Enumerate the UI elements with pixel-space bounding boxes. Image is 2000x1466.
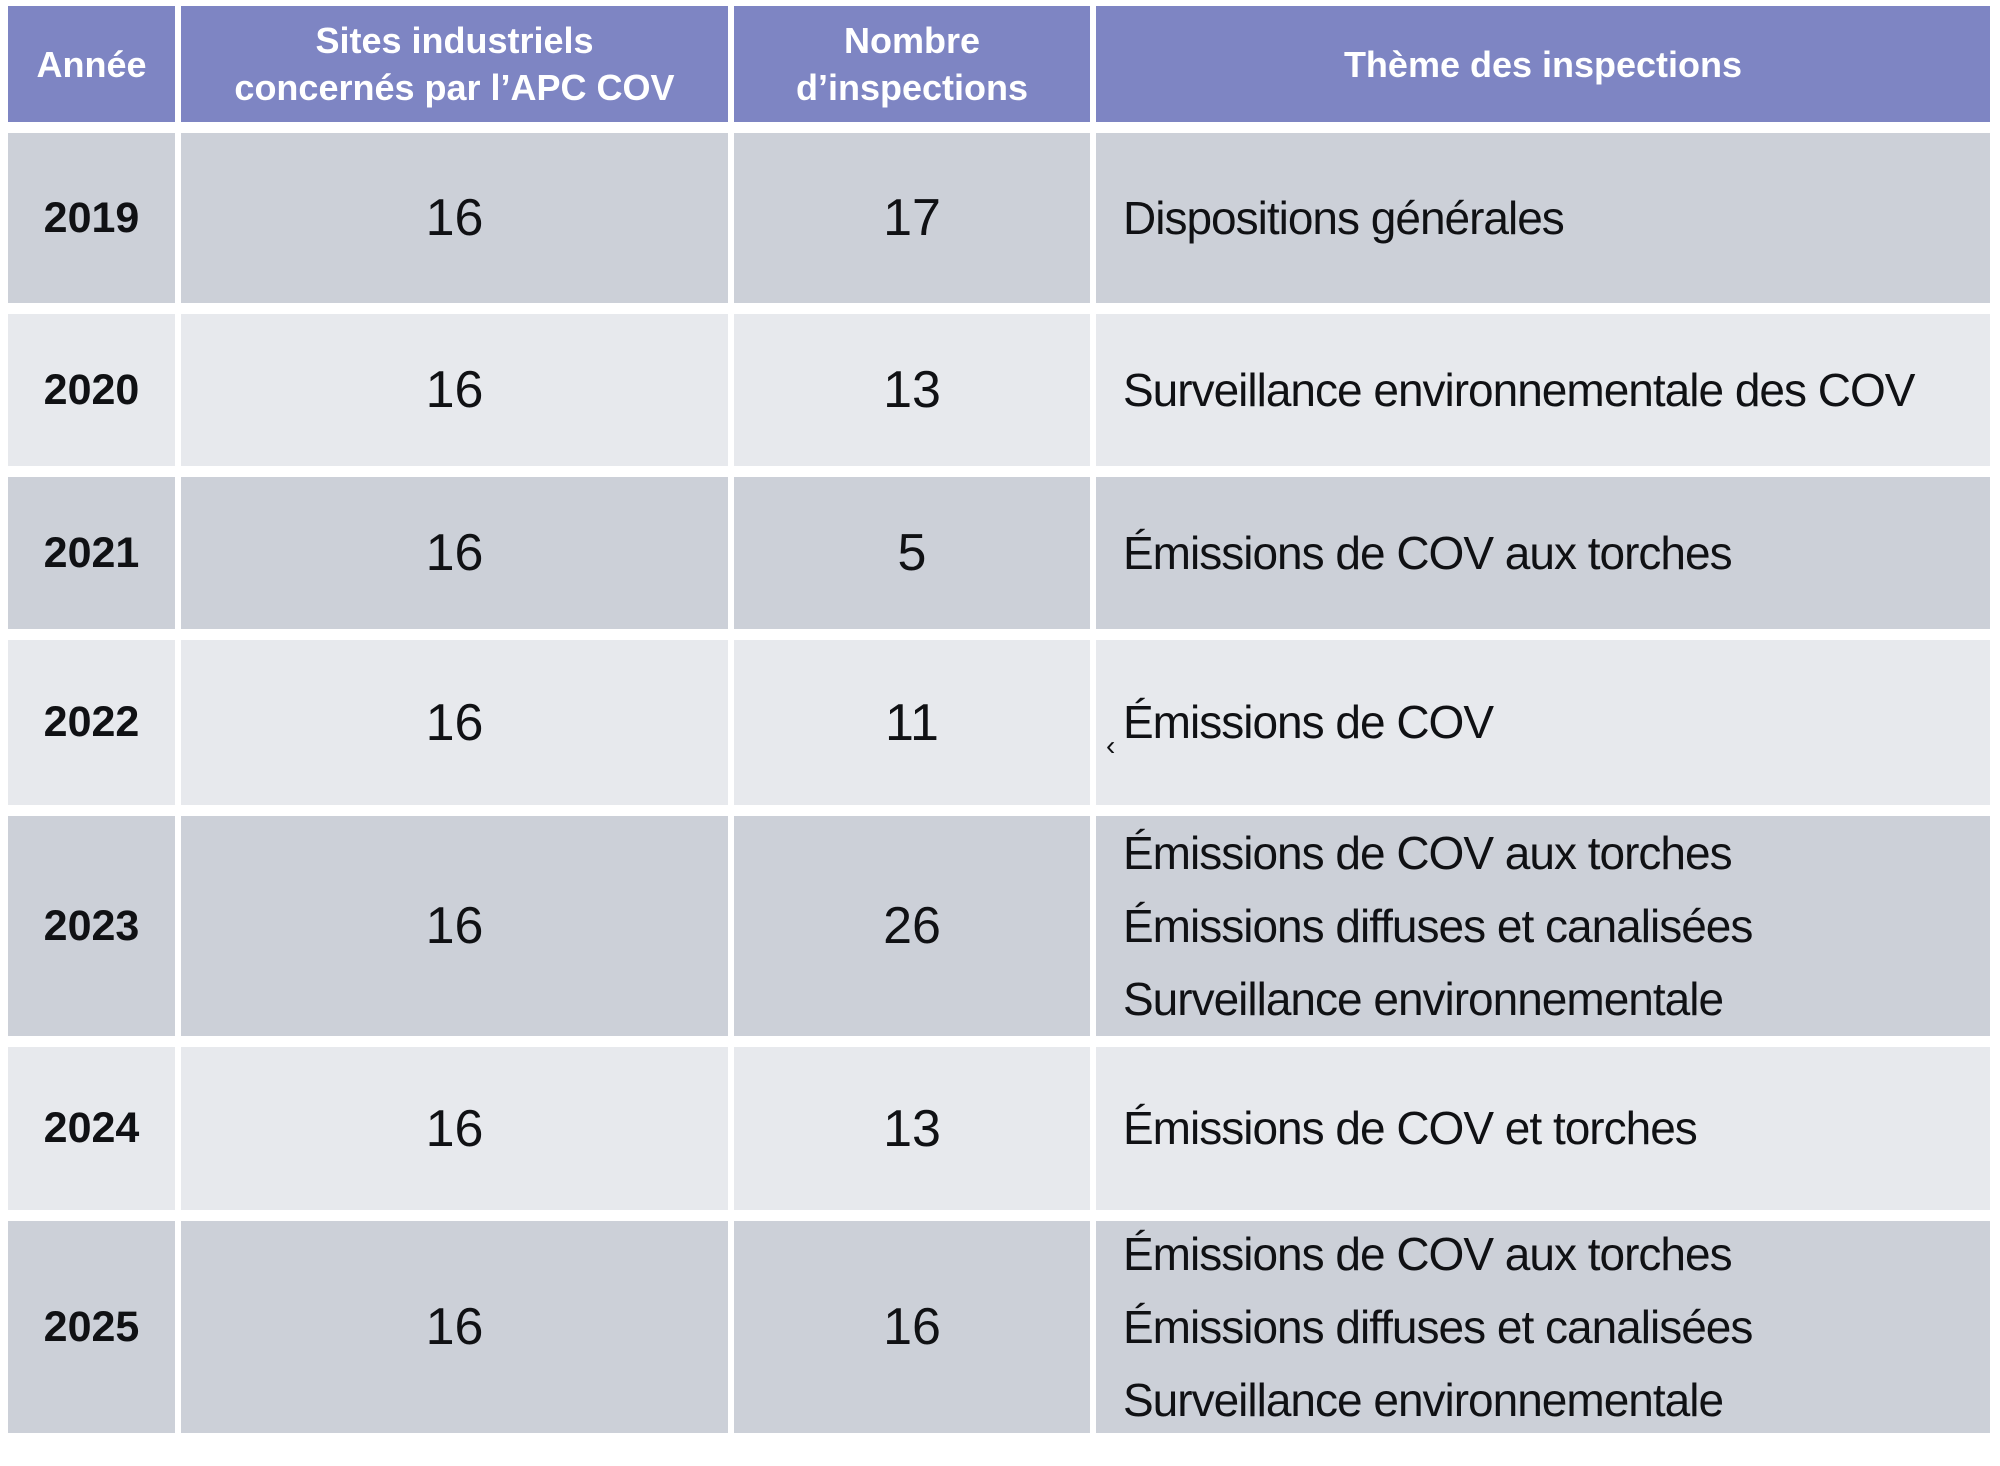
- theme-cell: Émissions de COV ‹: [1096, 640, 1990, 805]
- inspections-table: Année Sites industriels concernés par l’…: [8, 6, 1990, 1433]
- year-cell: 2022: [8, 640, 175, 805]
- year-cell: 2024: [8, 1047, 175, 1210]
- header-sites-industriels: Sites industriels concernés par l’APC CO…: [181, 6, 728, 122]
- sites-cell: 16: [181, 1221, 728, 1433]
- inspections-cell: 13: [734, 1047, 1090, 1210]
- theme-cell: Émissions de COV et torches: [1096, 1047, 1990, 1210]
- theme-cell: Émissions de COV aux torches Émissions d…: [1096, 816, 1990, 1036]
- inspections-cell: 5: [734, 477, 1090, 629]
- theme-cell: Émissions de COV aux torches: [1096, 477, 1990, 629]
- header-nombre-inspections: Nombre d’inspections: [734, 6, 1090, 122]
- year-cell: 2019: [8, 133, 175, 303]
- inspections-cell: 16: [734, 1221, 1090, 1433]
- inspections-cell: 26: [734, 816, 1090, 1036]
- header-theme-inspections: Thème des inspections: [1096, 6, 1990, 122]
- sites-cell: 16: [181, 1047, 728, 1210]
- year-cell: 2020: [8, 314, 175, 466]
- year-cell: 2023: [8, 816, 175, 1036]
- sites-cell: 16: [181, 640, 728, 805]
- theme-cell: Surveillance environnementale des COV: [1096, 314, 1990, 466]
- year-cell: 2021: [8, 477, 175, 629]
- year-cell: 2025: [8, 1221, 175, 1433]
- theme-cell: Dispositions générales: [1096, 133, 1990, 303]
- inspections-cell: 17: [734, 133, 1090, 303]
- sites-cell: 16: [181, 314, 728, 466]
- sites-cell: 16: [181, 816, 728, 1036]
- inspections-cell: 13: [734, 314, 1090, 466]
- theme-cell: Émissions de COV aux torches Émissions d…: [1096, 1221, 1990, 1433]
- inspections-cell: 11: [734, 640, 1090, 805]
- sites-cell: 16: [181, 477, 728, 629]
- header-annee: Année: [8, 6, 175, 122]
- sites-cell: 16: [181, 133, 728, 303]
- stray-accent-artifact: ‹: [1106, 730, 1116, 762]
